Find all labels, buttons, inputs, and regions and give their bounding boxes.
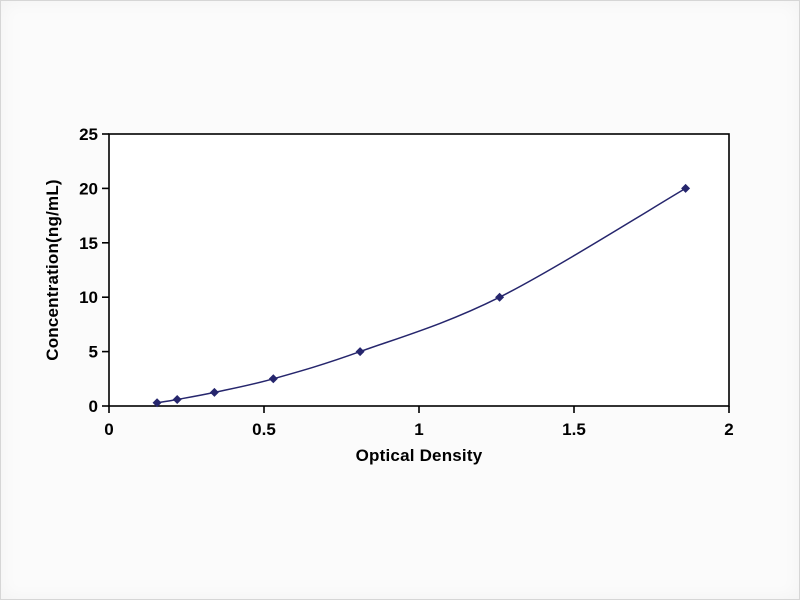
data-point-marker	[268, 374, 278, 384]
x-axis-title: Optical Density	[355, 446, 483, 465]
y-tick-label: 10	[79, 288, 98, 307]
data-point-marker	[172, 394, 182, 404]
x-tick-label: 2	[724, 420, 733, 439]
y-tick-label: 25	[79, 125, 98, 144]
data-point-marker	[495, 292, 505, 302]
plot-frame	[108, 133, 730, 407]
x-tick-label: 0.5	[252, 420, 276, 439]
y-tick-label: 0	[89, 397, 98, 416]
y-tick-label: 15	[79, 234, 98, 253]
data-point-marker	[681, 183, 691, 193]
data-point-marker	[209, 387, 219, 397]
y-axis-title: Concentration(ng/mL)	[43, 179, 62, 361]
standard-curve-line	[156, 187, 686, 404]
data-point-marker	[152, 398, 162, 408]
x-tick-label: 1.5	[562, 420, 586, 439]
x-tick-label: 1	[414, 420, 423, 439]
x-tick-label: 0	[104, 420, 113, 439]
y-tick-label: 20	[79, 179, 98, 198]
data-point-marker	[355, 347, 365, 357]
y-tick-label: 5	[89, 343, 98, 362]
